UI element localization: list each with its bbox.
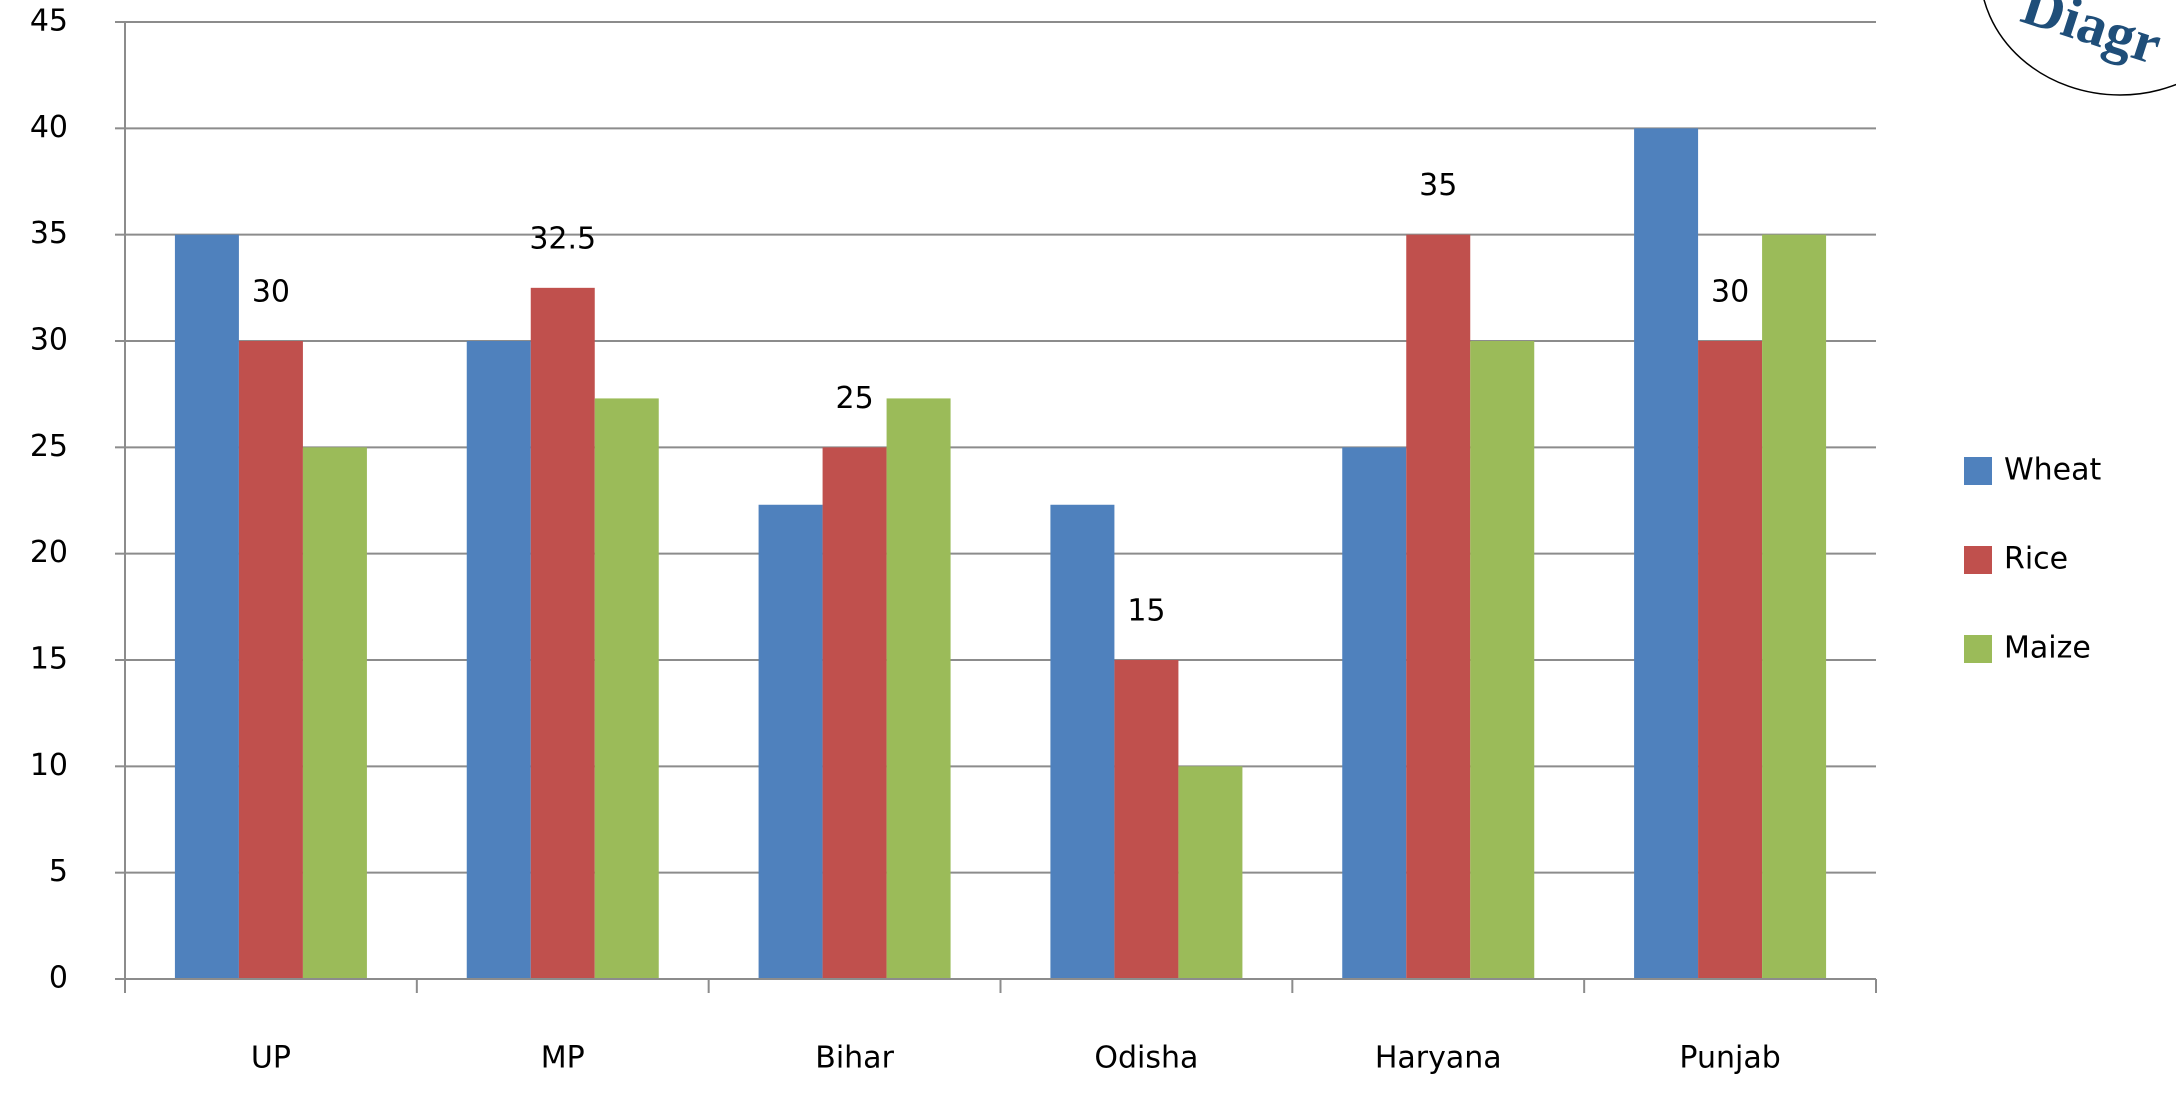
- bar: [1114, 660, 1179, 979]
- bar: [822, 447, 887, 979]
- y-tick-label: 10: [30, 748, 68, 783]
- y-tick-label: 25: [30, 429, 68, 464]
- bar: [302, 447, 367, 979]
- legend-label: Wheat: [2004, 453, 2102, 488]
- y-tick-label: 20: [30, 535, 68, 570]
- watermark-ring: [1983, 0, 2176, 96]
- bar: [1698, 341, 1763, 979]
- bar: [466, 341, 531, 979]
- x-tick-label: MP: [541, 1041, 585, 1076]
- data-label: 30: [1711, 275, 1749, 310]
- bar: [1762, 234, 1827, 979]
- bar: [886, 398, 951, 979]
- bar: [1634, 128, 1699, 980]
- data-label: 15: [1127, 594, 1165, 629]
- data-label: 35: [1419, 168, 1457, 203]
- bar: [174, 234, 239, 979]
- y-tick-label: 30: [30, 323, 68, 358]
- y-tick-label: 5: [49, 854, 68, 889]
- legend-swatch: [1964, 546, 1992, 574]
- bar: [1470, 341, 1535, 979]
- bar: [1050, 504, 1115, 979]
- x-tick-label: Haryana: [1375, 1041, 1502, 1076]
- legend-label: Maize: [2004, 631, 2091, 666]
- bar: [1406, 234, 1471, 979]
- y-tick-label: 45: [30, 4, 68, 39]
- bar: [1342, 447, 1407, 979]
- bar: [530, 287, 595, 979]
- y-tick-label: 35: [30, 216, 68, 251]
- bar: [594, 398, 659, 979]
- data-label: 32.5: [529, 221, 596, 256]
- x-tick-label: Bihar: [815, 1041, 894, 1076]
- legend-swatch: [1964, 635, 1992, 663]
- x-tick-label: Odisha: [1094, 1041, 1198, 1076]
- data-label: 25: [835, 381, 873, 416]
- y-tick-label: 15: [30, 642, 68, 677]
- bar: [758, 504, 823, 979]
- bar: [238, 341, 303, 979]
- x-tick-label: Punjab: [1679, 1041, 1780, 1076]
- data-label: 30: [252, 275, 290, 310]
- legend-swatch: [1964, 457, 1992, 485]
- y-tick-label: 0: [49, 961, 68, 996]
- y-tick-label: 40: [30, 110, 68, 145]
- bar: [1178, 766, 1243, 979]
- watermark: Diagr: [2014, 0, 2169, 77]
- x-tick-label: UP: [251, 1041, 291, 1076]
- legend-label: Rice: [2004, 542, 2068, 577]
